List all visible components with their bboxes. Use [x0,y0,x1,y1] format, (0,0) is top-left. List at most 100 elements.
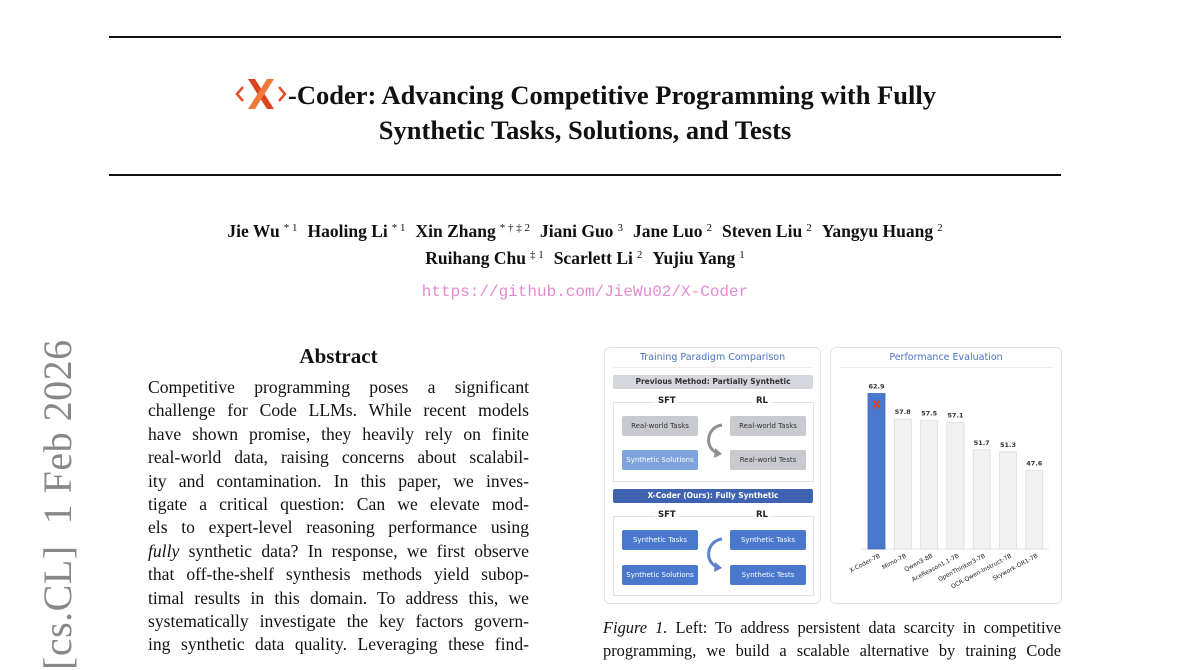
author-name: Steven Liu [721,221,803,241]
chart-title: Performance Evaluation [889,352,1003,363]
performance-bar-chart: 62.9X-Coder-7B57.8Mimo-7B57.5Qwen3-8B57.… [849,383,1049,590]
author-affiliation: 1 [739,249,745,261]
bar-qwen3-8b [920,420,938,550]
author-name: Xin Zhang [415,221,496,241]
data-label: 51.7 [974,439,990,447]
author: Steven Liu 2 [722,221,812,241]
synthetic-solutions-box: Synthetic Solutions [622,565,698,585]
caption-line: programming, we build a scalable alterna… [603,641,1061,660]
author-name: Jane Luo [632,221,703,241]
abstract-line: systematically investigate the key facto… [148,610,529,631]
author-affiliation: * † ‡ 2 [499,222,530,234]
synthetic-solutions-box: Synthetic Solutions [622,450,698,470]
abstract-line: have shown promise, they heavily rely on… [148,423,529,444]
data-label: 57.1 [947,412,964,420]
author-name: Ruihang Chu [425,248,526,268]
data-label: 47.6 [1026,459,1043,467]
rl-label: RL [753,396,771,406]
category-label: X-Coder-7B [849,553,882,575]
figure-caption: Figure 1. Left: To address persistent da… [603,616,1061,662]
data-label: 62.9 [868,383,885,391]
author: Jiani Guo 3 [540,221,623,241]
abstract-line: challenge for Code LLMs. While recent mo… [148,400,529,421]
previous-method-section: SFT RL Real-world Tasks Synthetic Soluti… [613,396,814,482]
author: Yangyu Huang 2 [822,221,943,241]
author-name: Yujiu Yang [652,248,736,268]
ours-section: SFT RL Synthetic Tasks Synthetic Solutio… [613,510,814,596]
author: Jie Wu * 1 [227,221,297,241]
data-label: 57.5 [921,410,938,418]
abstract-heading: Abstract [299,344,378,368]
author-name: Jie Wu [227,221,280,241]
abstract-line: ity and contamination. In this paper, we… [148,470,529,491]
sft-label: SFT [655,396,679,406]
title-line-2: Synthetic Tasks, Solutions, and Tests [378,115,792,145]
bar-openthinker3-7b [972,449,991,550]
x-coder-logo [235,79,287,109]
previous-method-header: Previous Method: Partially Synthetic [613,375,813,389]
abstract-line: els to expert-level reasoning performanc… [148,517,529,538]
abstract-line: timal results in this domain. To address… [148,587,529,608]
title-line-1: -Coder: Advancing Competitive Programmin… [109,75,1061,113]
curved-arrow-icon [707,537,723,572]
author: Xin Zhang * † ‡ 2 [416,221,531,241]
synthetic-tasks-box: Synthetic Tasks [622,530,698,550]
x-coder-logo-mark: X [872,399,881,412]
abstract-body: Competitive programming poses a signific… [148,376,529,657]
abstract-line: that off-the-shelf synthesis methods yie… [148,564,529,585]
author-affiliation: 2 [636,249,643,261]
author-affiliation: 2 [806,222,812,234]
sft-label: SFT [655,510,679,520]
author: Ruihang Chu ‡ 1 [425,248,543,268]
bottom-rule [109,174,1061,176]
author-name: Yangyu Huang [821,221,934,241]
author-name: Haoling Li [307,221,388,241]
bar-skywork-or1-7b [1025,470,1044,550]
bar-mimo-7b [893,418,912,550]
abstract-line: tigate a critical question: Can we eleva… [148,493,529,514]
author-affiliation: * 1 [391,222,406,234]
real-world-tests-box: Real-world Tests [730,450,806,470]
data-label: 51.3 [1000,441,1016,449]
abstract-line: fully synthetic data? In response, we fi… [148,540,529,563]
author: Scarlett Li 2 [554,248,643,268]
author-affiliation: 2 [937,222,943,234]
bar-ocr-qwen-instruct-7b [999,451,1017,550]
italic-word: fully [148,540,180,561]
author-affiliation: ‡ 1 [529,249,544,261]
author-list: Jie Wu * 1 Haoling Li * 1 Xin Zhang * † ‡ 2 Ji… [109,216,1061,270]
author-affiliation: * 1 [283,222,298,234]
caption-text: Left: To address persistent data scarcit… [675,618,1061,637]
synthetic-tests-box: Synthetic Tests [730,565,806,585]
performance-panel: Performance Evaluation 62.9 X-Coder-7B 57.… [830,347,1062,604]
abstract-line: ing synthetic data quality. Leveraging t… [148,634,529,655]
caption-line: Figure 1. Left: To address persistent da… [603,616,1061,639]
data-label: 57.8 [895,408,912,416]
category-label: Skywork-OR1-7B [992,553,1040,583]
author-name: Jiani Guo [540,221,614,241]
top-rule [109,36,1061,38]
divider [839,367,1053,368]
real-world-tasks-box: Real-world Tasks [622,416,698,436]
curved-arrow-icon [707,423,723,458]
ours-header: X-Coder (Ours): Fully Synthetic [613,489,813,503]
synthetic-tasks-box: Synthetic Tasks [730,530,806,550]
divider [613,367,812,368]
abstract-line-text: synthetic data? In response, we first ob… [188,540,529,561]
training-paradigm-panel: Training Paradigm Comparison Previous Me… [604,347,821,604]
author: Yujiu Yang 1 [652,248,744,268]
author-affiliation: 3 [617,222,623,234]
github-link[interactable]: https://github.com/JieWu02/X-Coder [421,283,749,301]
abstract-line: real-world data, raising concerns about … [148,447,529,468]
author-affiliation: 2 [706,222,712,234]
paper-title: -Coder: Advancing Competitive Programmin… [109,75,1061,148]
caption-label: Figure 1. [603,618,668,637]
panel-title: Training Paradigm Comparison [639,352,786,363]
arxiv-stamp: [cs.CL] 1 Feb 2026 [35,339,80,670]
abstract-line: Competitive programming poses a signific… [148,377,529,397]
bar-x-coder-7b [867,393,886,550]
rl-label: RL [753,510,771,520]
bar-acereason1.1-7b [946,422,965,550]
real-world-tasks-box: Real-world Tasks [730,416,806,436]
author-name: Scarlett Li [553,248,633,268]
